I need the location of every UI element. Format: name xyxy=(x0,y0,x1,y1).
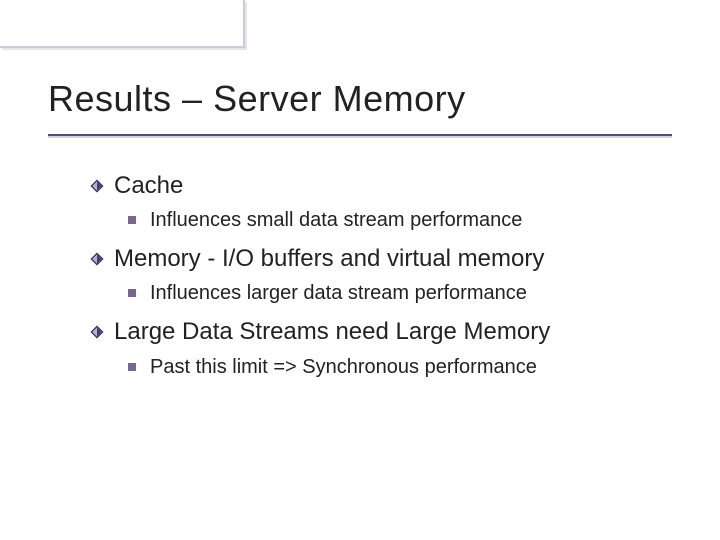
square-bullet-icon xyxy=(128,289,136,297)
sub-list-item: Past this limit => Synchronous performan… xyxy=(128,354,670,380)
diamond-bullet-icon xyxy=(90,179,104,193)
slide-body: Cache Influences small data stream perfo… xyxy=(90,170,670,390)
sub-list-item-label: Influences small data stream performance xyxy=(150,207,522,233)
list-item: Large Data Streams need Large Memory xyxy=(90,316,670,347)
corner-decoration xyxy=(0,0,245,48)
list-item-label: Memory - I/O buffers and virtual memory xyxy=(114,243,544,274)
list-item-label: Large Data Streams need Large Memory xyxy=(114,316,550,347)
sub-list-item: Influences small data stream performance xyxy=(128,207,670,233)
list-item-label: Cache xyxy=(114,170,183,201)
sub-list-item-label: Past this limit => Synchronous performan… xyxy=(150,354,537,380)
slide: Results – Server Memory Cache Influences… xyxy=(0,0,720,540)
diamond-bullet-icon xyxy=(90,252,104,266)
title-underline xyxy=(48,134,672,136)
list-item: Cache xyxy=(90,170,670,201)
sub-list-item-label: Influences larger data stream performanc… xyxy=(150,280,527,306)
diamond-bullet-icon xyxy=(90,325,104,339)
square-bullet-icon xyxy=(128,216,136,224)
slide-title: Results – Server Memory xyxy=(48,78,466,120)
list-item: Memory - I/O buffers and virtual memory xyxy=(90,243,670,274)
sub-list-item: Influences larger data stream performanc… xyxy=(128,280,670,306)
square-bullet-icon xyxy=(128,363,136,371)
